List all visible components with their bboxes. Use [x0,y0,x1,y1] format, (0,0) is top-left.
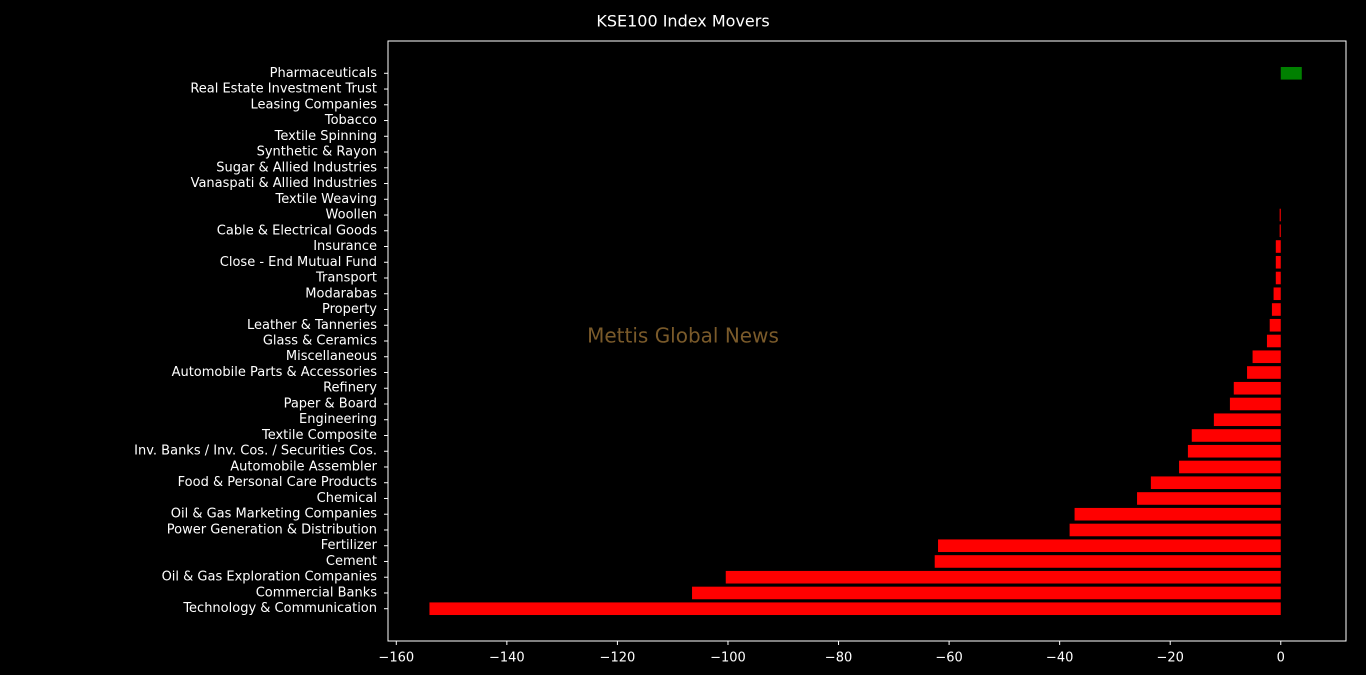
bar [938,539,1281,553]
x-tick-label: −120 [600,651,636,666]
y-tick-label: Oil & Gas Exploration Companies [162,570,378,585]
y-tick-label: Fertilizer [321,538,378,553]
y-tick-label: Inv. Banks / Inv. Cos. / Securities Cos. [134,444,377,459]
y-tick-label: Glass & Ceramics [263,334,377,349]
bar [1247,366,1281,379]
y-tick-label: Textile Spinning [274,129,377,144]
y-tick-label: Engineering [299,412,377,427]
bar [1191,429,1281,442]
y-tick-label: Leather & Tanneries [247,318,377,333]
y-tick-label: Technology & Communication [182,601,377,616]
y-tick-label: Commercial Banks [256,585,378,600]
y-tick-label: Leasing Companies [250,97,377,112]
y-tick-label: Vanaspati & Allied Industries [191,176,378,191]
x-tick-label: −160 [378,651,414,666]
y-tick-label: Close - End Mutual Fund [220,255,377,270]
y-tick-label: Transport [315,271,377,286]
y-tick-label: Insurance [313,239,377,254]
bar [1137,492,1281,505]
bar [692,586,1281,600]
bar [1233,381,1281,395]
y-tick-label: Textile Composite [261,428,377,443]
y-tick-label: Synthetic & Rayon [257,145,377,160]
x-tick-label: −60 [935,651,962,666]
y-tick-label: Textile Weaving [275,192,378,207]
x-tick-label: −80 [825,651,852,666]
y-tick-label: Real Estate Investment Trust [190,82,377,97]
bar [1280,66,1302,80]
bar [1229,397,1281,411]
chart-title: KSE100 Index Movers [596,12,769,31]
y-tick-label: Refinery [323,381,377,396]
y-tick-label: Cement [326,554,377,569]
y-tick-label: Chemical [317,491,377,506]
bar [725,570,1281,584]
bar [1269,318,1281,332]
bar [1279,208,1281,222]
bar [1074,507,1281,521]
bar [1069,523,1281,537]
y-tick-label: Miscellaneous [286,349,377,364]
watermark: Mettis Global News [587,324,779,348]
bar [1213,413,1281,427]
y-tick-label: Modarabas [305,286,377,301]
bar [1273,287,1281,301]
x-tick-label: −40 [1046,651,1073,666]
y-tick-label: Automobile Parts & Accessories [172,365,378,380]
bar [1275,271,1281,285]
y-tick-label: Property [322,302,377,317]
bar [1252,350,1281,364]
y-tick-label: Oil & Gas Marketing Companies [171,507,377,522]
bar [1150,476,1281,490]
bar [1187,444,1281,458]
bar [1279,224,1281,238]
x-tick-label: −20 [1156,651,1183,666]
bar [1275,255,1281,269]
bar [1266,334,1281,348]
y-tick-label: Food & Personal Care Products [178,475,378,490]
y-tick-label: Tobacco [324,113,377,128]
bar [934,555,1281,568]
y-tick-label: Pharmaceuticals [270,66,378,81]
y-tick-label: Cable & Electrical Goods [217,223,377,238]
bar [429,602,1281,616]
y-tick-label: Woollen [326,208,377,223]
y-tick-label: Paper & Board [284,396,377,411]
y-tick-label: Sugar & Allied Industries [216,160,377,175]
y-tick-label: Power Generation & Distribution [167,522,377,537]
bar [1271,303,1281,316]
y-tick-label: Automobile Assembler [230,459,377,474]
bar [1179,460,1281,474]
x-tick-label: −100 [710,651,746,666]
x-tick-label: −140 [489,651,525,666]
x-tick-label: 0 [1277,651,1285,666]
bar [1275,240,1281,253]
